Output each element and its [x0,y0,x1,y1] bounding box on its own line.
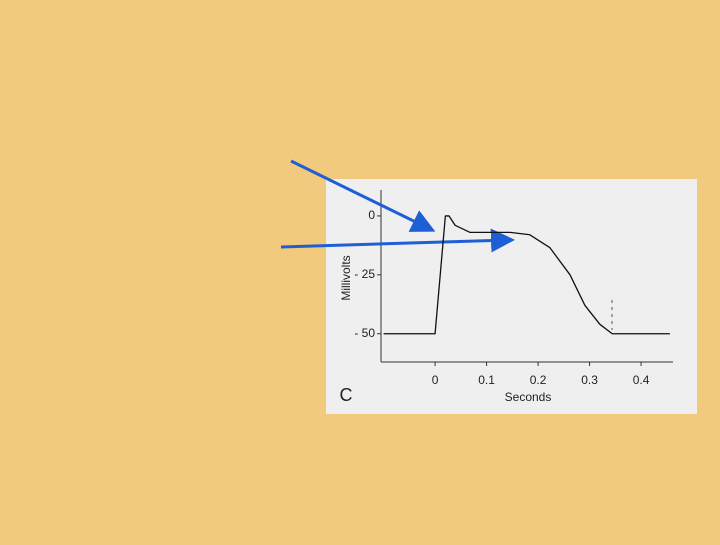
x-tick-label: 0.2 [530,373,547,387]
figure-panel [326,179,697,414]
x-tick-label: 0.1 [478,373,495,387]
y-tick-label: - 50 [354,326,375,340]
panel-label: C [340,385,353,405]
data-line [383,215,670,335]
y-axis-label: Millivolts [339,255,353,300]
x-axis-label: Seconds [505,390,552,404]
plot: - 50 - 25 0 0 0.1 0.2 0.3 0.4 [354,208,670,387]
y-tick-label: 0 [368,208,375,222]
x-tick-label: 0.3 [581,373,598,387]
y-tick-label: - 25 [354,267,375,281]
x-tick-label: 0 [432,373,439,387]
arrow [280,228,515,253]
x-tick-label: 0.4 [633,373,650,387]
arrow [290,159,436,232]
